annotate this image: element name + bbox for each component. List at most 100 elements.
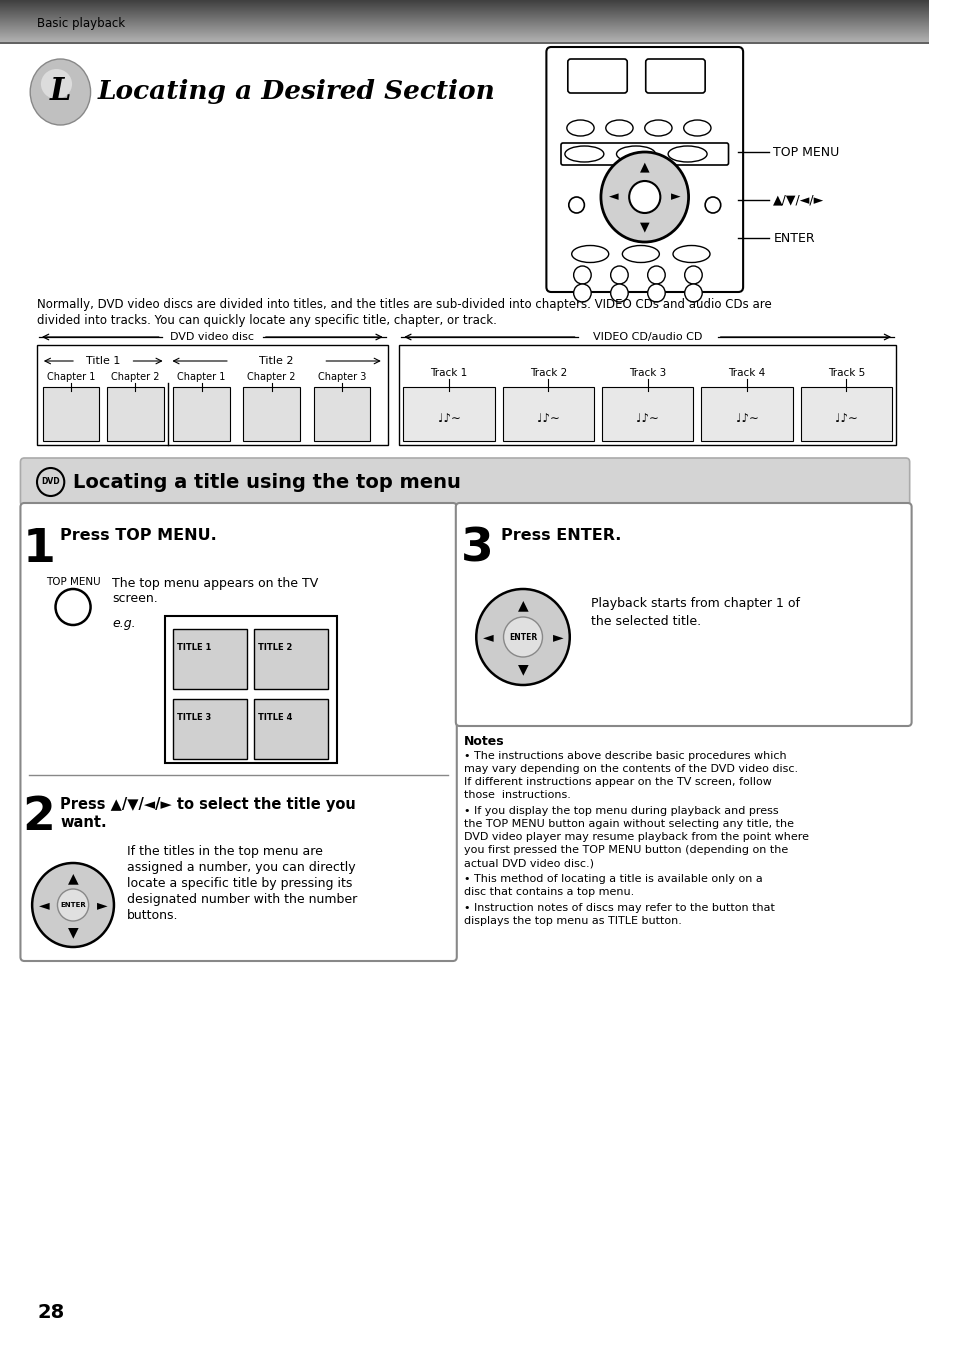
Ellipse shape <box>564 146 603 162</box>
FancyBboxPatch shape <box>399 345 895 445</box>
Text: ►: ► <box>670 190 680 204</box>
Circle shape <box>568 197 584 213</box>
Text: ▲/▼/◄/►: ▲/▼/◄/► <box>773 194 823 206</box>
FancyBboxPatch shape <box>165 616 336 763</box>
Text: • If you display the top menu during playback and press: • If you display the top menu during pla… <box>463 806 778 816</box>
Text: e.g.: e.g. <box>112 617 135 630</box>
Text: If different instructions appear on the TV screen, follow: If different instructions appear on the … <box>463 776 771 787</box>
FancyBboxPatch shape <box>37 345 387 445</box>
Text: ▲: ▲ <box>68 871 78 886</box>
Circle shape <box>610 284 627 302</box>
Text: Chapter 2: Chapter 2 <box>111 372 159 381</box>
FancyBboxPatch shape <box>173 387 230 441</box>
Text: DVD video player may resume playback from the point where: DVD video player may resume playback fro… <box>463 832 808 842</box>
Text: the TOP MENU button again without selecting any title, the: the TOP MENU button again without select… <box>463 820 793 829</box>
Text: VIDEO CD/audio CD: VIDEO CD/audio CD <box>593 332 701 342</box>
Text: ◄: ◄ <box>608 190 618 204</box>
Text: you first pressed the TOP MENU button (depending on the: you first pressed the TOP MENU button (d… <box>463 845 787 855</box>
Text: assigned a number, you can directly: assigned a number, you can directly <box>127 861 355 874</box>
Text: Press ENTER.: Press ENTER. <box>500 527 620 542</box>
Circle shape <box>629 181 659 213</box>
Text: ♩♪∼: ♩♪∼ <box>437 412 460 426</box>
Circle shape <box>684 284 701 302</box>
Ellipse shape <box>41 69 72 98</box>
Text: ♩♪∼: ♩♪∼ <box>636 412 659 426</box>
Text: Locating a Desired Section: Locating a Desired Section <box>97 80 495 105</box>
Text: ♩♪∼: ♩♪∼ <box>735 412 758 426</box>
Text: ►: ► <box>552 630 563 644</box>
Text: screen.: screen. <box>112 592 157 605</box>
Text: L: L <box>50 77 71 108</box>
Text: ENTER: ENTER <box>773 232 814 244</box>
Text: TITLE 2: TITLE 2 <box>258 643 293 652</box>
Circle shape <box>647 284 664 302</box>
Text: displays the top menu as TITLE button.: displays the top menu as TITLE button. <box>463 917 680 926</box>
Text: ▲: ▲ <box>517 599 528 612</box>
FancyBboxPatch shape <box>456 503 911 727</box>
Text: Track 5: Track 5 <box>827 368 864 377</box>
Ellipse shape <box>600 152 688 243</box>
Text: Playback starts from chapter 1 of: Playback starts from chapter 1 of <box>591 597 800 611</box>
Text: If the titles in the top menu are: If the titles in the top menu are <box>127 845 322 857</box>
Text: Track 4: Track 4 <box>728 368 765 377</box>
Circle shape <box>684 266 701 284</box>
Text: those  instructions.: those instructions. <box>463 790 570 799</box>
Circle shape <box>704 197 720 213</box>
Ellipse shape <box>571 245 608 263</box>
Text: locate a specific title by pressing its: locate a specific title by pressing its <box>127 878 352 890</box>
Text: Track 3: Track 3 <box>628 368 665 377</box>
Ellipse shape <box>605 120 633 136</box>
Text: DVD: DVD <box>41 477 60 487</box>
Ellipse shape <box>672 245 709 263</box>
Text: divided into tracks. You can quickly locate any specific title, chapter, or trac: divided into tracks. You can quickly loc… <box>37 314 497 328</box>
Text: designated number with the number: designated number with the number <box>127 892 356 906</box>
Text: Track 2: Track 2 <box>529 368 566 377</box>
Text: 2: 2 <box>23 794 55 840</box>
FancyBboxPatch shape <box>314 387 370 441</box>
Text: TOP MENU: TOP MENU <box>773 146 839 159</box>
Text: DVD video disc: DVD video disc <box>171 332 254 342</box>
FancyBboxPatch shape <box>20 458 909 506</box>
Text: want.: want. <box>60 816 107 830</box>
Circle shape <box>647 266 664 284</box>
Circle shape <box>573 266 591 284</box>
Text: Title 2: Title 2 <box>259 356 294 367</box>
Text: ENTER: ENTER <box>60 902 86 909</box>
FancyBboxPatch shape <box>403 387 495 441</box>
Circle shape <box>57 888 89 921</box>
Text: ♩♪∼: ♩♪∼ <box>834 412 857 426</box>
FancyBboxPatch shape <box>601 387 693 441</box>
Text: Locating a title using the top menu: Locating a title using the top menu <box>73 473 460 492</box>
Text: Basic playback: Basic playback <box>37 18 125 31</box>
Text: TOP MENU: TOP MENU <box>46 577 100 586</box>
Text: the selected title.: the selected title. <box>591 615 700 628</box>
Text: ►: ► <box>97 898 108 913</box>
Text: 28: 28 <box>37 1304 64 1322</box>
FancyBboxPatch shape <box>20 503 456 961</box>
FancyBboxPatch shape <box>546 47 742 293</box>
Text: TITLE 4: TITLE 4 <box>258 713 293 723</box>
Text: Notes: Notes <box>463 735 504 748</box>
Text: Chapter 3: Chapter 3 <box>317 372 366 381</box>
Text: ◄: ◄ <box>482 630 493 644</box>
Text: The top menu appears on the TV: The top menu appears on the TV <box>112 577 318 590</box>
Circle shape <box>32 863 113 948</box>
Text: ▼: ▼ <box>517 662 528 675</box>
Text: may vary depending on the contents of the DVD video disc.: may vary depending on the contents of th… <box>463 764 797 774</box>
Text: Normally, DVD video discs are divided into titles, and the titles are sub-divide: Normally, DVD video discs are divided in… <box>37 298 771 311</box>
Text: ◄: ◄ <box>38 898 50 913</box>
Text: disc that contains a top menu.: disc that contains a top menu. <box>463 887 633 896</box>
FancyBboxPatch shape <box>645 59 704 93</box>
Text: TITLE 3: TITLE 3 <box>177 713 212 723</box>
Text: ▲: ▲ <box>639 160 649 174</box>
FancyBboxPatch shape <box>173 630 247 689</box>
Ellipse shape <box>683 120 710 136</box>
Text: Press ▲/▼/◄/► to select the title you: Press ▲/▼/◄/► to select the title you <box>60 797 355 811</box>
Circle shape <box>610 266 627 284</box>
FancyBboxPatch shape <box>43 387 99 441</box>
Text: Press TOP MENU.: Press TOP MENU. <box>60 527 217 542</box>
Text: 3: 3 <box>460 527 493 572</box>
FancyBboxPatch shape <box>173 700 247 759</box>
Text: TITLE 1: TITLE 1 <box>177 643 212 652</box>
Ellipse shape <box>667 146 706 162</box>
